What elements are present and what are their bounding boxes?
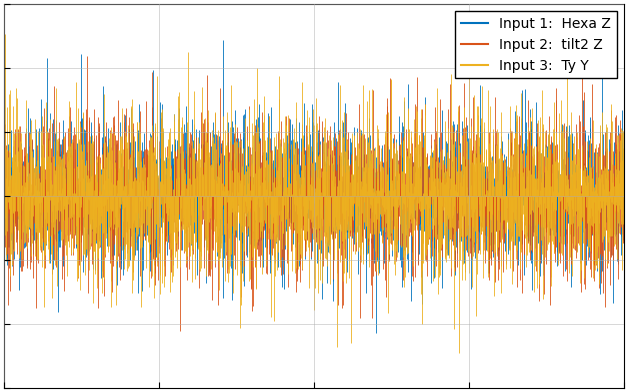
Legend: Input 1:  Hexa Z, Input 2:  tilt2 Z, Input 3:  Ty Y: Input 1: Hexa Z, Input 2: tilt2 Z, Input… xyxy=(455,11,617,78)
